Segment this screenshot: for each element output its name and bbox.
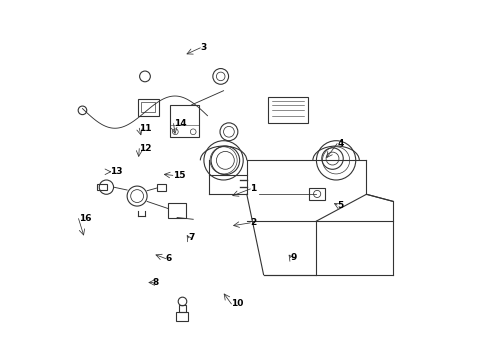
Text: 5: 5 [337, 201, 343, 210]
Text: 15: 15 [173, 171, 185, 180]
Bar [138, 99, 159, 116]
Text: 14: 14 [173, 119, 186, 128]
Text: 10: 10 [231, 300, 244, 309]
Text: 8: 8 [153, 278, 159, 287]
Text: 16: 16 [78, 214, 91, 223]
Bar [170, 105, 198, 137]
Text: 1: 1 [250, 184, 257, 193]
Bar [168, 203, 186, 217]
Bar [176, 312, 188, 321]
Text: 13: 13 [110, 167, 122, 176]
Text: 2: 2 [250, 219, 257, 228]
Text: 12: 12 [139, 144, 152, 153]
Text: 9: 9 [291, 253, 297, 262]
Text: 6: 6 [166, 254, 172, 263]
Bar [97, 184, 107, 190]
Bar [179, 305, 186, 312]
Bar [157, 184, 167, 191]
Text: 7: 7 [189, 233, 195, 242]
Bar [268, 97, 308, 123]
Bar [309, 188, 325, 200]
Bar [142, 102, 155, 112]
Text: 3: 3 [200, 43, 207, 52]
Text: 11: 11 [139, 124, 152, 133]
Text: 4: 4 [337, 139, 343, 148]
